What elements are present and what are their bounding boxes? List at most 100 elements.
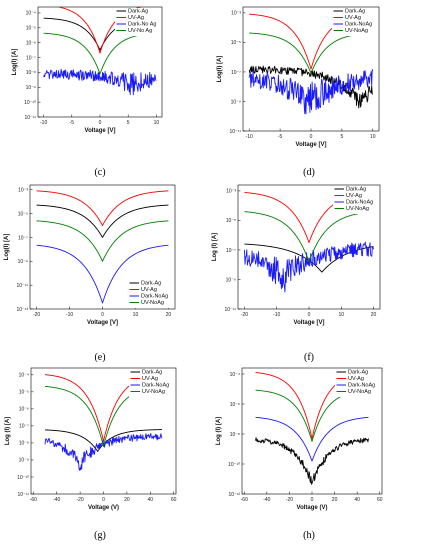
x-tick-label: 60 [171, 497, 177, 503]
legend-label: Dark-Ag [346, 187, 366, 193]
panel-caption: (f) [304, 352, 314, 363]
x-tick-label: 0 [311, 497, 314, 503]
y-tick-label: 10⁻⁵ [231, 40, 241, 46]
x-tick-label: -20 [241, 312, 248, 318]
y-tick-label: 10⁻⁸ [230, 432, 240, 438]
y-tick-label: 10⁻⁹ [226, 277, 236, 283]
legend-label: Dark-Ag [345, 9, 365, 15]
y-tick-label: 10⁻³ [231, 11, 241, 17]
chart-panel-6: -60 -40 -20 0 20 40 60 10⁻⁴ 10⁻⁶ 10⁻⁸ 10⁻¹⁰ 10⁻¹² Vo… [216, 367, 383, 541]
legend-label: UV-NoAg [348, 389, 371, 395]
panel-caption: (g) [94, 530, 106, 541]
panel-caption: (c) [94, 167, 105, 178]
legend-label: Dark-NoAg [345, 22, 372, 28]
x-tick-label: 10 [154, 120, 160, 126]
y-tick-label: 10⁻⁵ [19, 390, 29, 396]
legend-label: UV-Ag [345, 15, 361, 21]
x-tick-label: 10 [370, 134, 376, 140]
y-tick-label: 10⁻⁷ [231, 70, 241, 76]
y-axis-label: Log(I) [A] [217, 56, 223, 83]
x-tick-label: 20 [371, 312, 377, 318]
series-line-dark-noag [36, 244, 169, 304]
y-tick-label: 10⁻⁴ [230, 372, 240, 378]
legend-label: UV-Ag [346, 193, 362, 199]
legend-label: UV-Ag [141, 287, 157, 293]
x-tick-label: -10 [273, 312, 280, 318]
x-tick-label: -5 [278, 134, 283, 140]
y-tick-label: 10⁻⁶ [19, 407, 29, 413]
series-line-uv-ag [36, 190, 169, 226]
series-line-dark-ag [248, 65, 373, 109]
y-tick-label: 10⁻¹⁰ [17, 475, 29, 481]
legend-box [128, 280, 174, 308]
series-line-dark-no-ag [43, 68, 157, 96]
y-tick-label: 10⁻⁵ [18, 211, 28, 217]
y-tick-label: 10⁻¹¹ [24, 115, 36, 121]
chart-panel-3: -20 -10 0 10 20 10⁻³ 10⁻⁵ 10⁻⁷ 10⁻⁹ 10⁻¹¹ 10⁻¹³ Vol… [4, 184, 176, 363]
legend-label: UV-NoAg [346, 206, 369, 212]
series-line-uv-noag [255, 389, 369, 442]
x-axis-label: Voltage (V) [88, 505, 119, 511]
legend-label: UV-Ag [142, 376, 158, 382]
series-line-uv-noag [249, 32, 373, 74]
x-tick-label: 20 [124, 497, 130, 503]
x-tick-label: 10 [338, 312, 344, 318]
x-tick-label: -10 [246, 134, 253, 140]
y-axis-label: Log (I) [A] [5, 417, 11, 445]
y-tick-label: 10⁻⁵ [26, 26, 36, 32]
y-tick-label: 10⁻¹⁰ [24, 100, 36, 106]
series-group [36, 190, 169, 304]
legend-label: UV-NoAg [141, 300, 164, 306]
x-axis-label: Voltage [V] [294, 320, 325, 326]
legend-label: Dark-NoAg [348, 383, 375, 389]
x-axis-label: Voltage [V] [85, 128, 116, 134]
x-tick-label: 5 [127, 120, 130, 126]
series-line-dark-noag [244, 241, 374, 293]
legend-label: Dark-NoAg [346, 200, 373, 206]
series-line-dark-ag [36, 204, 169, 238]
legend-label: UV-NoAg [142, 389, 165, 395]
chart-panel-1: -10 -5 0 5 10 10⁻⁴ 10⁻⁵ 10⁻⁶ 10⁻⁷ 10⁻⁸ 10⁻⁹ 10⁻¹⁰ 10… [12, 6, 163, 178]
x-tick-label: 20 [166, 312, 172, 318]
y-tick-label: 10⁻⁹ [231, 99, 241, 105]
panel-caption: (d) [303, 167, 315, 178]
legend-label: Dark-Ag [348, 370, 368, 376]
x-tick-label: -5 [70, 120, 75, 126]
series-line-uv-ag [55, 7, 145, 54]
series-line-dark-noag [255, 416, 369, 462]
panel-caption: (h) [303, 530, 315, 541]
y-tick-label: 10⁻⁹ [18, 259, 28, 265]
y-tick-label: 10⁻¹⁰ [228, 462, 240, 468]
legend-label: UV-NoAg [345, 28, 368, 34]
x-tick-label: 40 [147, 497, 153, 503]
x-tick-label: 0 [99, 120, 102, 126]
y-tick-label: 10⁻¹³ [16, 307, 28, 313]
legend-label: Dark-Ag [142, 370, 162, 376]
legend-label: Dark-NoAg [141, 294, 168, 300]
x-tick-label: 0 [102, 497, 105, 503]
legend-label: Dark-Ag [128, 9, 148, 15]
x-tick-label: -40 [53, 497, 60, 503]
y-tick-label: 10⁻¹¹ [229, 129, 241, 135]
y-tick-label: 10⁻¹¹ [16, 283, 28, 289]
x-tick-label: -60 [30, 497, 37, 503]
y-tick-label: 10⁻⁴ [19, 373, 29, 379]
legend-label: Dark-Ag [141, 281, 161, 287]
y-tick-label: 10⁻⁴ [26, 11, 36, 17]
x-tick-label: 20 [332, 497, 338, 503]
y-tick-label: 10⁻⁸ [19, 441, 29, 447]
series-line-uv-noag [36, 220, 169, 262]
y-axis-label: Log (I) [A] [212, 233, 218, 261]
series-line-dark-noag [248, 69, 374, 115]
y-tick-label: 10⁻⁷ [18, 235, 28, 241]
legend-label: UV-Ag [128, 15, 144, 21]
y-tick-label: 10⁻⁶ [230, 402, 240, 408]
x-tick-label: 0 [310, 134, 313, 140]
y-tick-label: 10⁻³ [18, 188, 28, 194]
x-tick-label: 10 [133, 312, 139, 318]
y-tick-label: 10⁻⁶ [26, 40, 36, 46]
y-axis-label: Log(I) [A] [12, 49, 18, 76]
